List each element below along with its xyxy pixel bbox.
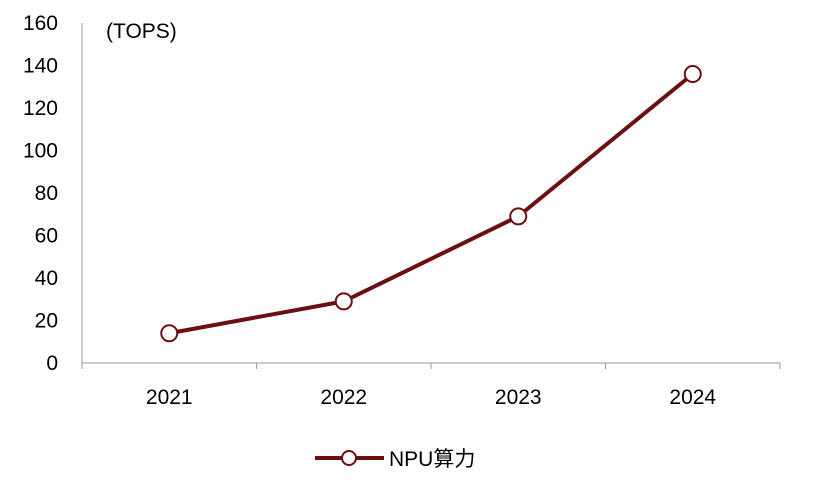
y-tick-label: 160 [23, 12, 58, 35]
x-tick-label: 2021 [146, 386, 193, 409]
legend-marker-swatch [341, 450, 357, 466]
y-tick-label: 20 [35, 310, 58, 333]
legend: NPU算力 [315, 448, 475, 471]
data-point-marker [334, 292, 353, 311]
legend-label: NPU算力 [389, 448, 475, 471]
data-point-marker [509, 207, 528, 226]
x-tick-label: 2022 [320, 386, 367, 409]
x-tick-labels: 2021 2022 2023 2024 [146, 386, 717, 409]
x-tick-label: 2023 [495, 386, 542, 409]
y-tick-label: 0 [46, 352, 58, 375]
y-tick-label: 60 [35, 225, 58, 248]
y-tick-label: 40 [35, 267, 58, 290]
data-point-marker [160, 324, 179, 343]
y-tick-label: 140 [23, 55, 58, 78]
y-tick-label: 100 [23, 140, 58, 163]
y-tick-label: 120 [23, 97, 58, 120]
x-tick-marks [81, 363, 781, 369]
data-point-marker [683, 65, 702, 83]
series-npu [160, 65, 702, 343]
series-line [168, 72, 695, 336]
x-tick-label: 2024 [669, 386, 716, 409]
y-tick-label: 80 [35, 182, 58, 205]
y-unit-label: (TOPS) [106, 20, 177, 43]
y-tick-labels: 0 20 40 60 80 100 120 140 160 [23, 12, 58, 375]
